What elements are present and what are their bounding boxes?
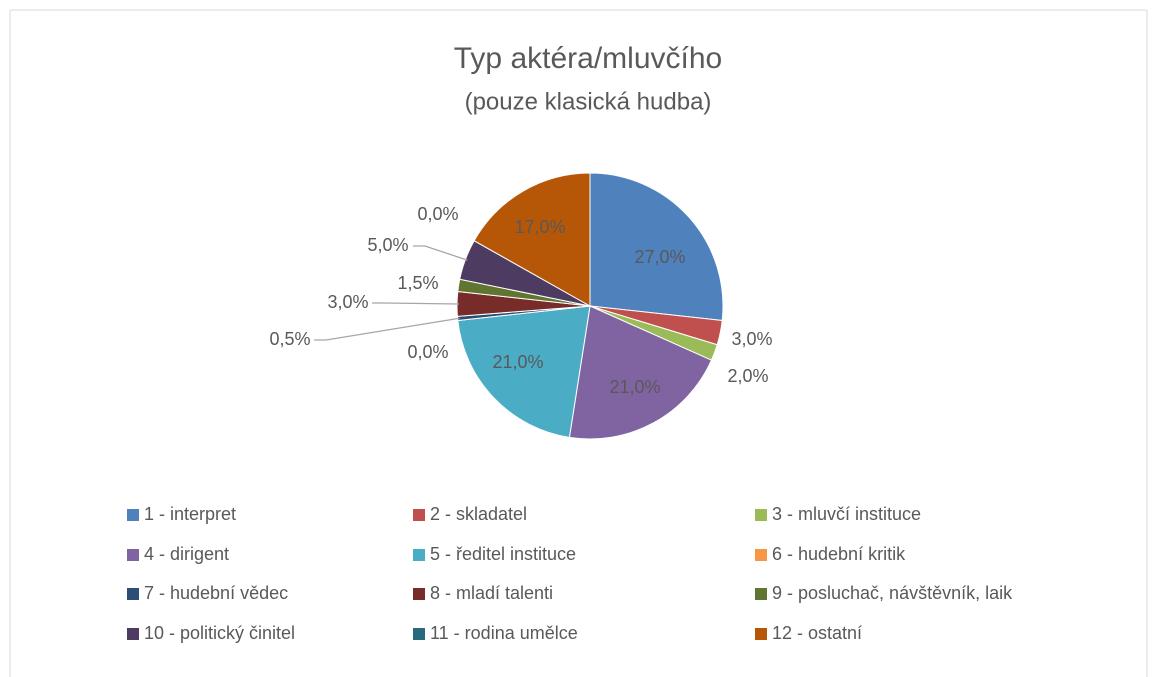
legend-label: 4 - dirigent [144,544,229,564]
legend-label: 11 - rodina umělce [430,623,578,643]
legend-swatch [755,549,767,561]
legend-label: 8 - mladí talenti [430,583,553,603]
pie-slice [589,172,724,322]
leader-line [314,317,460,341]
chart-title: Typ aktéra/mluvčího [454,42,722,75]
legend-swatch [755,588,767,600]
legend-label: 3 - mluvčí instituce [772,504,921,524]
legend-swatch [755,509,767,521]
data-label: 27,0% [634,247,685,267]
legend-swatch [127,588,139,600]
data-label: 3,0% [731,329,772,349]
data-label: 2,0% [727,366,768,386]
data-label: 5,0% [367,235,408,255]
legend-label: 9 - posluchač, návštěvník, laik [772,583,1013,603]
legend-label: 6 - hudební kritik [772,544,906,564]
legend-label: 7 - hudební vědec [144,583,288,603]
legend-swatch [413,509,425,521]
leader-line [372,302,460,305]
pie-slice [473,172,591,307]
data-label: 3,0% [327,292,368,312]
data-label: 0,0% [407,342,448,362]
pie-slice [457,305,591,438]
legend-label: 1 - interpret [144,504,236,524]
legend-swatch [413,588,425,600]
data-label: 0,0% [417,204,458,224]
legend-swatch [413,628,425,640]
legend-swatch [755,628,767,640]
legend-label: 12 - ostatní [772,623,862,643]
pie-slice [568,305,713,440]
legend-label: 5 - ředitel instituce [430,544,576,564]
data-label: 17,0% [514,217,565,237]
data-label: 1,5% [397,273,438,293]
legend-label: 2 - skladatel [430,504,527,524]
legend-label: 10 - politický činitel [144,623,295,643]
chart-subtitle: (pouze klasická hudba) [465,88,712,115]
data-label: 21,0% [609,377,660,397]
legend-swatch [127,628,139,640]
leader-line [413,245,468,261]
legend-swatch [127,509,139,521]
legend-swatch [413,549,425,561]
legend-swatch [127,549,139,561]
data-label: 0,5% [269,329,310,349]
data-label: 21,0% [492,352,543,372]
